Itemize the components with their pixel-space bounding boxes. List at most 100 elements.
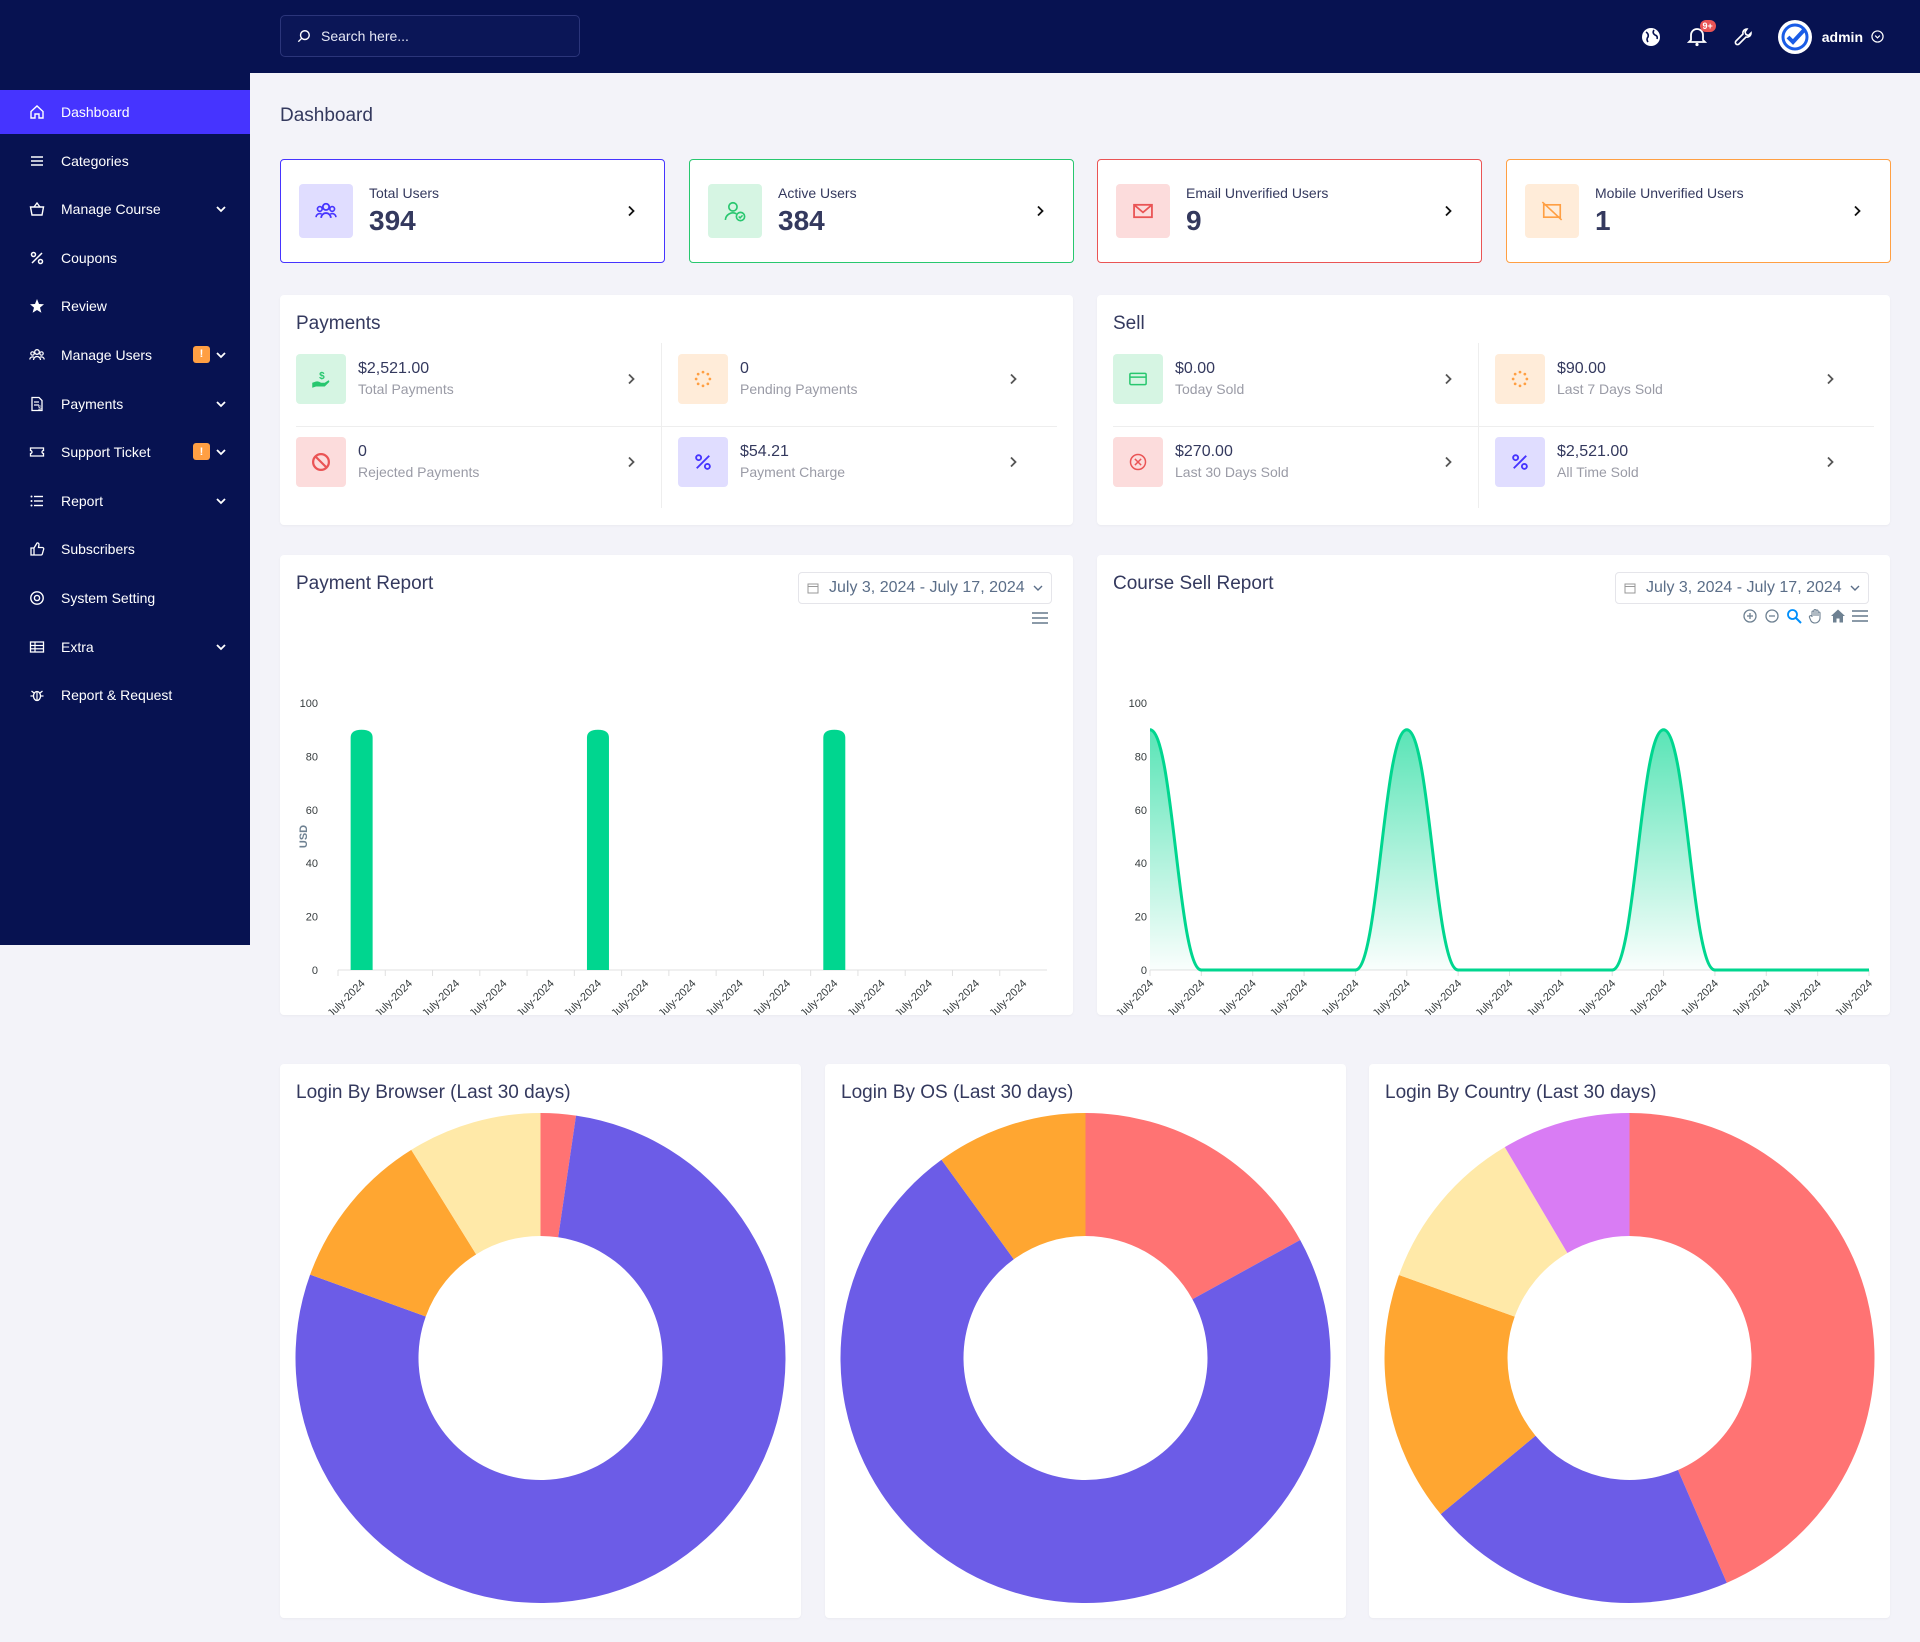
- basket-icon: [28, 200, 46, 218]
- widget-total-payments[interactable]: $ $2,521.00 Total Payments: [280, 337, 660, 420]
- pan-hand-icon[interactable]: [1808, 608, 1824, 624]
- payments-panel: Payments $ $2,521.00 Total Payments 0 Pe…: [280, 295, 1073, 525]
- x-tick-label: 04-July-2024: [362, 978, 415, 1015]
- course-sell-date-range[interactable]: July 3, 2024 - July 17, 2024: [1615, 572, 1869, 604]
- bar[interactable]: [823, 729, 846, 970]
- caret-down-icon: [1033, 585, 1043, 591]
- date-range-text: July 3, 2024 - July 17, 2024: [829, 579, 1025, 596]
- pie-slice[interactable]: [295, 1115, 786, 1603]
- envelope-icon: [1116, 184, 1170, 238]
- widget-last-30-days-sold[interactable]: $270.00 Last 30 Days Sold: [1097, 420, 1477, 503]
- y-tick-label: 100: [1129, 698, 1147, 710]
- series-line[interactable]: [1149, 728, 1869, 972]
- thumbs-up-icon: [28, 540, 46, 558]
- search-icon: [297, 30, 310, 43]
- x-tick-label: 09-July-2024: [1411, 978, 1464, 1015]
- widget-pending-payments[interactable]: 0 Pending Payments: [662, 337, 1042, 420]
- wrench-icon[interactable]: [1732, 26, 1754, 48]
- x-tick-label: 12-July-2024: [1565, 978, 1618, 1015]
- x-tick-label: 08-July-2024: [551, 978, 604, 1015]
- chevron-down-icon: [214, 445, 228, 459]
- pie-slice[interactable]: [1085, 1113, 1301, 1300]
- login-by-browser-title: Login By Browser (Last 30 days): [296, 1082, 571, 1103]
- stat-card-mobile-unverified-users[interactable]: Mobile Unverified Users 1: [1506, 159, 1891, 263]
- widget-value: $90.00: [1557, 360, 1606, 377]
- stat-card-active-users[interactable]: Active Users 384: [689, 159, 1074, 263]
- stat-card-total-users[interactable]: Total Users 394: [280, 159, 665, 263]
- pie-slice[interactable]: [1398, 1147, 1568, 1317]
- x-tick-label: 16-July-2024: [1770, 978, 1823, 1015]
- sidebar-item-system-setting[interactable]: System Setting: [0, 576, 250, 620]
- widget-value: $270.00: [1175, 443, 1233, 460]
- sidebar-item-report-request[interactable]: Report & Request: [0, 673, 250, 717]
- sidebar-item-extra[interactable]: Extra: [0, 625, 250, 669]
- sidebar-item-label: Subscribers: [61, 541, 135, 558]
- sidebar-item-dashboard[interactable]: Dashboard: [0, 90, 250, 134]
- chart-menu-icon[interactable]: [1032, 612, 1048, 624]
- sidebar-item-payments[interactable]: $ Payments: [0, 382, 250, 426]
- widget-today-sold[interactable]: $0.00 Today Sold: [1097, 337, 1477, 420]
- pie-slice[interactable]: [1504, 1113, 1630, 1253]
- payment-report-date-range[interactable]: July 3, 2024 - July 17, 2024: [798, 572, 1052, 604]
- pie-slice[interactable]: [411, 1113, 541, 1255]
- chart-menu-icon[interactable]: [1852, 608, 1868, 624]
- pie-slice[interactable]: [840, 1159, 1331, 1603]
- course-sell-report-title: Course Sell Report: [1113, 573, 1274, 594]
- spinner-icon: [678, 353, 728, 404]
- sidebar-item-categories[interactable]: Categories: [0, 139, 250, 183]
- x-tick-label: 13-July-2024: [787, 978, 840, 1015]
- stat-card-email-unverified-users[interactable]: Email Unverified Users 9: [1097, 159, 1482, 263]
- widget-last-7-days-sold[interactable]: $90.00 Last 7 Days Sold: [1479, 337, 1859, 420]
- sidebar-item-label: Extra: [61, 638, 94, 655]
- y-tick-label: 20: [306, 912, 318, 924]
- reset-home-icon[interactable]: [1830, 608, 1846, 624]
- sidebar-item-label: Payments: [61, 395, 124, 412]
- sidebar-item-label: Dashboard: [61, 104, 130, 120]
- y-tick-label: 80: [306, 751, 318, 763]
- sidebar-item-label: Manage Course: [61, 201, 161, 218]
- x-tick-label: 03-July-2024: [314, 978, 367, 1015]
- widget-payment-charge[interactable]: $54.21 Payment Charge: [662, 420, 1042, 503]
- y-tick-label: 40: [306, 858, 318, 870]
- sidebar-item-subscribers[interactable]: Subscribers: [0, 527, 250, 571]
- pie-slice[interactable]: [1629, 1113, 1875, 1583]
- card-icon: [1113, 353, 1163, 404]
- users-icon: [28, 346, 46, 364]
- x-tick-label: 03-July-2024: [1103, 978, 1156, 1015]
- pie-slice[interactable]: [941, 1113, 1086, 1260]
- sidebar-item-support-ticket[interactable]: Support Ticket !: [0, 430, 250, 474]
- bell-icon[interactable]: 9+: [1686, 19, 1716, 48]
- x-tick-label: 04-July-2024: [1154, 978, 1207, 1015]
- page-title: Dashboard: [280, 105, 373, 126]
- widget-value: $2,521.00: [1557, 443, 1629, 460]
- login-by-country-title: Login By Country (Last 30 days): [1385, 1082, 1657, 1103]
- pie-slice[interactable]: [540, 1113, 577, 1238]
- zoom-out-icon[interactable]: [1764, 608, 1780, 624]
- x-tick-label: 11-July-2024: [693, 978, 746, 1015]
- user-menu[interactable]: admin: [1777, 19, 1884, 54]
- sidebar-item-report[interactable]: Report: [0, 479, 250, 523]
- login-by-country-panel: Login By Country (Last 30 days): [1369, 1064, 1890, 1618]
- widget-rejected-payments[interactable]: 0 Rejected Payments: [280, 420, 660, 503]
- x-tick-label: 14-July-2024: [834, 978, 887, 1015]
- widget-all-time-sold[interactable]: $2,521.00 All Time Sold: [1479, 420, 1859, 503]
- pie-slice[interactable]: [310, 1149, 477, 1317]
- sidebar-item-manage-users[interactable]: Manage Users !: [0, 333, 250, 377]
- bar[interactable]: [586, 729, 609, 970]
- search-input[interactable]: [321, 28, 561, 44]
- percent-icon: [1495, 436, 1545, 487]
- sidebar-item-review[interactable]: Review: [0, 284, 250, 328]
- sidebar-item-coupons[interactable]: Coupons: [0, 236, 250, 280]
- home-icon: [28, 103, 46, 121]
- zoom-selection-icon[interactable]: [1786, 608, 1802, 624]
- widget-label: All Time Sold: [1557, 464, 1639, 480]
- stat-value: 384: [778, 205, 825, 236]
- zoom-in-icon[interactable]: [1742, 608, 1758, 624]
- sidebar-item-manage-course[interactable]: Manage Course: [0, 187, 250, 231]
- hand-dollar-icon: $: [296, 353, 346, 404]
- globe-icon[interactable]: [1640, 26, 1662, 48]
- bar[interactable]: [350, 729, 373, 970]
- chevron-down-icon: [214, 640, 228, 654]
- pie-slice[interactable]: [1384, 1275, 1536, 1515]
- pie-slice[interactable]: [1440, 1435, 1727, 1603]
